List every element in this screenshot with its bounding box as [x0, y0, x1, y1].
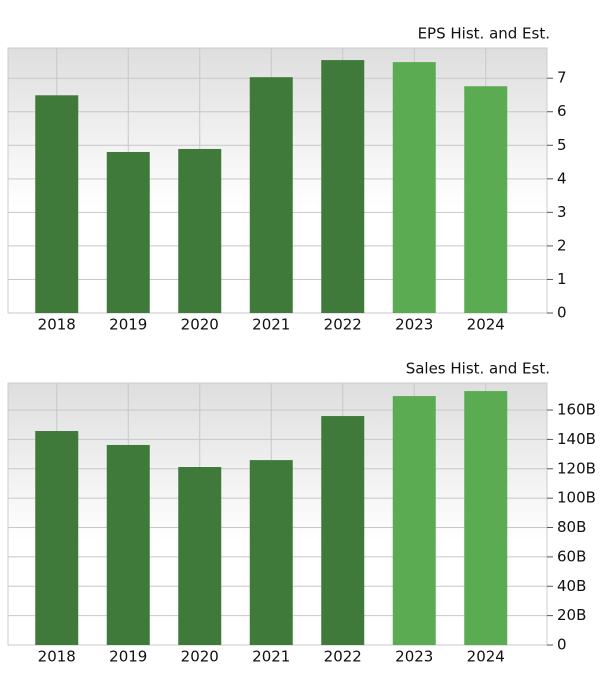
y-tick-label: 2	[557, 236, 567, 254]
x-tick-label: 2021	[252, 648, 290, 666]
y-tick-label: 60B	[557, 547, 586, 565]
y-tick-label: 40B	[557, 577, 586, 595]
bar	[106, 151, 150, 313]
bar	[249, 77, 293, 313]
x-tick-label: 2018	[38, 316, 76, 334]
x-tick-label: 2020	[181, 648, 219, 666]
bar	[178, 148, 222, 313]
y-tick-label: 5	[557, 136, 567, 154]
y-tick-label: 80B	[557, 518, 586, 536]
bar	[392, 396, 436, 645]
bar	[321, 60, 365, 313]
chart-title: EPS Hist. and Est.	[418, 25, 550, 43]
y-tick-label: 0	[557, 636, 567, 654]
bar	[392, 62, 436, 313]
x-tick-label: 2019	[109, 316, 147, 334]
bar	[464, 86, 508, 313]
x-tick-label: 2024	[467, 316, 505, 334]
y-tick-label: 160B	[557, 401, 596, 419]
bar	[249, 460, 293, 645]
bar	[321, 416, 365, 645]
x-tick-label: 2023	[395, 316, 433, 334]
x-tick-label: 2024	[467, 648, 505, 666]
x-tick-label: 2021	[252, 316, 290, 334]
bar	[35, 431, 79, 645]
y-tick-label: 120B	[557, 459, 596, 477]
chart-title: Sales Hist. and Est.	[406, 360, 550, 378]
y-tick-label: 140B	[557, 430, 596, 448]
x-tick-label: 2023	[395, 648, 433, 666]
bar	[464, 391, 508, 645]
bar	[35, 95, 79, 313]
x-tick-label: 2022	[324, 648, 362, 666]
x-tick-label: 2022	[324, 316, 362, 334]
y-tick-label: 100B	[557, 489, 596, 507]
y-tick-label: 7	[557, 69, 567, 87]
x-tick-label: 2019	[109, 648, 147, 666]
x-tick-label: 2018	[38, 648, 76, 666]
y-tick-label: 1	[557, 270, 567, 288]
bar	[178, 467, 222, 645]
bar	[106, 444, 150, 645]
y-tick-label: 0	[557, 304, 567, 322]
y-tick-label: 20B	[557, 606, 586, 624]
y-tick-label: 3	[557, 203, 567, 221]
x-tick-label: 2020	[181, 316, 219, 334]
y-tick-label: 6	[557, 102, 567, 120]
y-tick-label: 4	[557, 169, 567, 187]
